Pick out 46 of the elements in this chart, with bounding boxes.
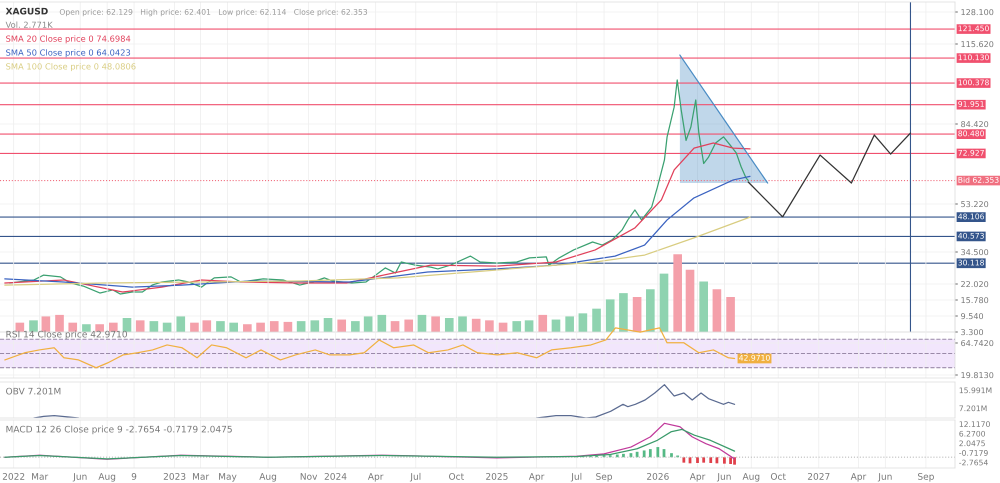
x-tick-label: Jun [72,473,87,482]
x-tick-label: Mar [192,473,210,480]
x-tick-label: 9 [132,473,136,480]
chart-title: OBV 7.201M [6,388,60,395]
text: RSI 14 Close price 42.9710 [6,330,127,340]
y-tick-label: 9.540 [961,313,984,320]
y-tick-label: 3.300 [961,329,984,336]
x-tick-label: Oct [449,473,464,480]
x-tick-label: Aug [259,473,276,482]
chart-title: MACD 12 26 Close price 9 -2.7654 -0.7179 2.0475 [6,426,232,434]
x-tick-label: Aug [98,473,116,482]
x-tick-label: Apr [528,473,544,482]
x-tick-label: Aug [742,473,760,482]
y-tick-label: 64.7420 [961,340,994,346]
text: XAGUSD [6,8,48,15]
x-tick-label: Apr [850,473,866,482]
x-tick-label: 2026 [647,473,669,480]
y-tick-label: 84.420 [961,121,988,128]
x-tick-label: 2022 [2,473,24,480]
x-tick-label: 2027 [808,473,830,480]
annotation: Vol. 2.771K [6,21,53,28]
x-tick-label: Jun [716,473,731,482]
text: SMA 20 Close price 0 74.6984 [6,35,130,44]
y-tick-label: 19.8130 [961,372,994,378]
x-tick-label: Jul [410,472,420,482]
y-tick-label: 22.020 [961,281,988,288]
x-tick-label: 2023 [164,473,186,480]
x-tick-label: May [219,473,237,482]
y-tick-label: 128.100 [961,9,994,16]
x-tick-label: Apr [690,473,706,482]
x-tick-label: Apr [368,473,384,482]
y-tick-label: 15.780 [961,297,988,304]
x-tick-label: Oct [770,473,786,480]
x-tick-label: Jun [878,473,892,482]
x-tick-label: Mar [32,473,48,480]
text: SMA 100 Close price 0 48.0806 [6,63,136,72]
x-tick-label: 2025 [486,473,508,480]
y-tick-label: 115.620 [961,41,994,48]
text: SMA 50 Close price 0 64.0423 [6,49,130,58]
y-tick-label: 53.220 [961,201,988,208]
x-tick-label: Jul [570,472,582,482]
x-tick-label: Sep [918,473,934,482]
x-tick-label: Nov [300,473,318,480]
y-tick-label: 34.500 [961,249,988,256]
x-tick-label: 2024 [324,473,347,480]
x-tick-label: Sep [596,473,612,482]
